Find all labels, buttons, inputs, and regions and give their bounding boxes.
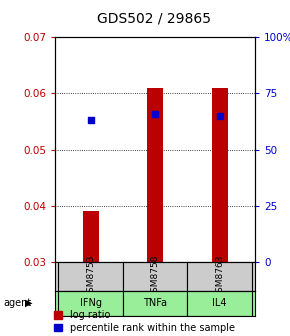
Point: [88, 118, 93, 123]
Bar: [212, 88, 228, 262]
Text: GDS502 / 29865: GDS502 / 29865: [97, 12, 211, 26]
Bar: [123, 291, 187, 316]
Text: GSM8758: GSM8758: [151, 255, 160, 298]
Bar: [187, 262, 252, 291]
Text: GSM8753: GSM8753: [86, 255, 95, 298]
Bar: [58, 262, 123, 291]
Text: IL4: IL4: [213, 298, 227, 308]
Legend: log ratio, percentile rank within the sample: log ratio, percentile rank within the sa…: [54, 310, 235, 333]
Text: agent: agent: [3, 298, 31, 308]
Point: [153, 111, 157, 116]
Bar: [83, 211, 99, 262]
Text: IFNg: IFNg: [79, 298, 102, 308]
Bar: [147, 88, 163, 262]
Text: ▶: ▶: [25, 298, 33, 308]
Bar: [187, 291, 252, 316]
Bar: [58, 291, 123, 316]
Text: GSM8763: GSM8763: [215, 255, 224, 298]
Point: [218, 113, 222, 119]
Bar: [123, 262, 187, 291]
Text: TNFa: TNFa: [143, 298, 167, 308]
